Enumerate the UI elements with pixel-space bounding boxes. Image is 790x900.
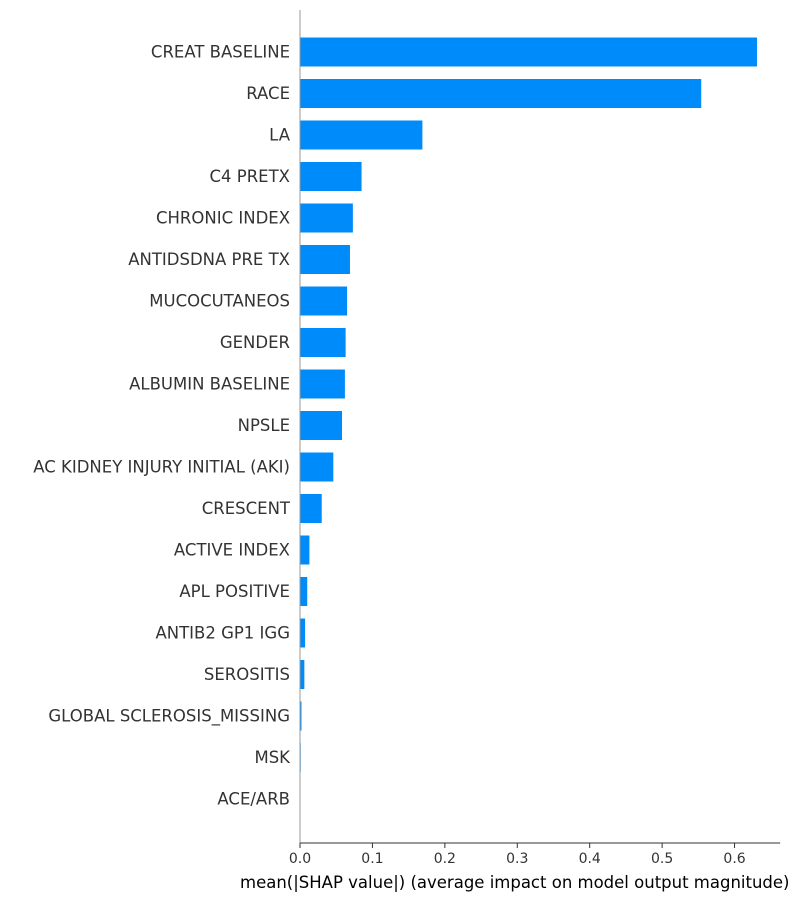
bar: [300, 369, 345, 399]
category-label: NPSLE: [238, 416, 290, 435]
category-label: CREAT BASELINE: [151, 43, 290, 62]
x-tick-label: 0.3: [506, 851, 528, 867]
category-label: ALBUMIN BASELINE: [129, 375, 290, 394]
category-label: LA: [269, 126, 291, 145]
bar: [300, 37, 757, 67]
category-label: ACTIVE INDEX: [174, 541, 290, 560]
x-ticks: 0.0 0.1 0.2 0.3 0.4 0.5 0.6: [289, 843, 746, 867]
x-tick-label: 0.5: [651, 851, 673, 867]
bar: [300, 328, 346, 357]
bar: [300, 701, 302, 731]
bar: [300, 411, 343, 440]
category-label: ANTIB2 GP1 IGG: [155, 624, 290, 643]
x-tick-label: 0.6: [723, 851, 745, 867]
category-label: RACE: [246, 84, 290, 103]
category-label: MSK: [254, 748, 291, 767]
category-label: C4 PRETX: [210, 167, 291, 186]
category-label: CRESCENT: [202, 499, 291, 518]
x-axis-title: mean(|SHAP value|) (average impact on mo…: [240, 873, 790, 892]
bar: [300, 660, 305, 689]
category-label: SEROSITIS: [204, 665, 290, 684]
bar: [300, 618, 306, 648]
category-label: GENDER: [220, 333, 290, 352]
bars-layer: [300, 37, 757, 772]
x-tick-label: 0.2: [434, 851, 456, 867]
bar: [300, 494, 322, 523]
bar: [300, 286, 348, 316]
bar: [300, 452, 334, 482]
x-tick-label: 0.0: [289, 851, 311, 867]
category-label: GLOBAL SCLEROSIS_MISSING: [48, 707, 290, 727]
bar: [300, 577, 308, 606]
category-label: CHRONIC INDEX: [156, 209, 290, 228]
category-label: MUCOCUTANEOS: [149, 292, 290, 311]
bar: [300, 535, 310, 565]
bar: [300, 120, 423, 150]
bar: [300, 162, 362, 191]
category-label: APL POSITIVE: [179, 582, 290, 601]
bar: [300, 245, 350, 274]
category-label: ANTIDSDNA PRE TX: [128, 250, 290, 269]
category-label: ACE/ARB: [217, 790, 290, 809]
bar: [300, 79, 702, 108]
x-tick-label: 0.4: [579, 851, 601, 867]
category-label: AC KIDNEY INJURY INITIAL (AKI): [33, 458, 290, 477]
category-labels: CREAT BASELINE RACE LA C4 PRETX CHRONIC INDE…: [33, 43, 291, 809]
x-tick-label: 0.1: [361, 851, 383, 867]
bar: [300, 203, 353, 233]
